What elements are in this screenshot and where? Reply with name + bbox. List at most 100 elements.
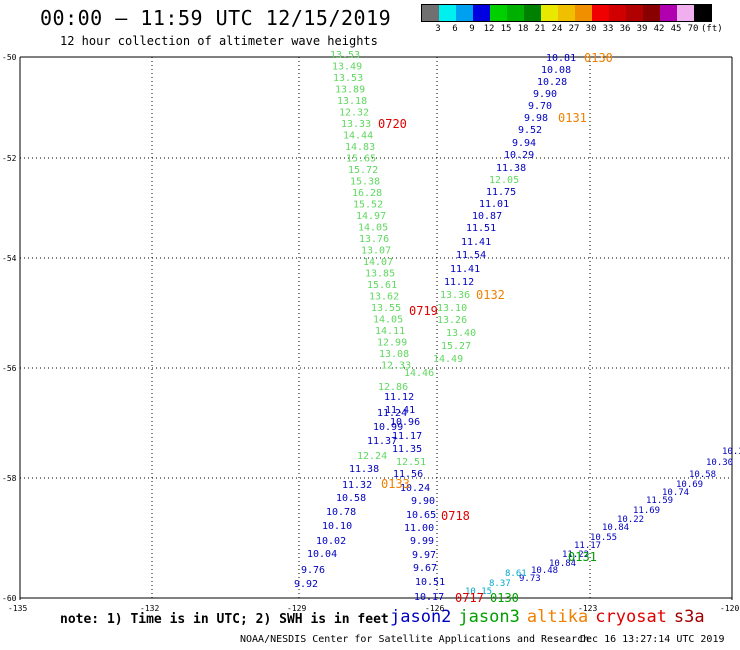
wave-height-label: 13.08 [379, 349, 409, 360]
lat-tick-label: -60 [2, 594, 17, 603]
wave-height-label: 10.99 [373, 422, 403, 433]
wave-height-label: 10.28 [537, 77, 567, 88]
satellite-cryosat: cryosat [595, 607, 667, 627]
wave-height-label: 10.69 [676, 480, 703, 490]
wave-height-label: 13.53 [330, 50, 360, 61]
lat-tick-label: -50 [2, 53, 17, 62]
wave-height-label: 14.07 [363, 257, 393, 268]
wave-height-label: 13.55 [371, 303, 401, 314]
wave-height-label: 13.76 [359, 234, 389, 245]
wave-height-label: 10.24 [400, 483, 430, 494]
wave-height-label: 10.3 [722, 447, 740, 457]
lat-tick-label: -56 [2, 364, 17, 373]
wave-height-label: 12.99 [377, 338, 407, 349]
page-subtitle: 12 hour collection of altimeter wave hei… [60, 34, 378, 48]
satellite-s3a: s3a [673, 607, 705, 627]
wave-height-label: 10.10 [322, 521, 352, 532]
legend-swatch [524, 5, 541, 21]
legend-swatch [422, 5, 439, 21]
wave-height-label: 14.83 [345, 142, 375, 153]
wave-height-label: 10.02 [316, 536, 346, 547]
wave-height-label: 10.22 [617, 515, 644, 525]
legend-label: 33 [602, 24, 614, 34]
legend-swatch [643, 5, 660, 21]
wave-height-label: 13.10 [437, 303, 467, 314]
wave-height-label: 11.00 [404, 523, 434, 534]
legend-label: 30 [585, 24, 597, 34]
lat-tick-label: -54 [2, 254, 17, 263]
wave-height-label: 11.38 [496, 163, 526, 174]
wave-height-label: 10.48 [531, 566, 558, 576]
wave-height-label: 10.58 [689, 470, 716, 480]
wave-height-label: 10.81 [546, 53, 576, 64]
wave-height-label: 10.65 [406, 510, 436, 521]
wave-height-label: 11.22 [562, 550, 589, 560]
wave-height-label: 9.98 [524, 113, 548, 124]
wave-height-label: 9.90 [411, 496, 435, 507]
wave-height-label: 9.70 [528, 101, 552, 112]
pass-time-label: 0133 [381, 477, 410, 491]
wave-height-label: 11.32 [342, 480, 372, 491]
footer-note: note: 1) Time is in UTC; 2) SWH is in fe… [60, 612, 389, 627]
wave-height-label: 11.59 [646, 496, 673, 506]
legend-label: 18 [517, 24, 529, 34]
wave-height-label: 11.69 [633, 506, 660, 516]
wave-height-label: 14.97 [356, 211, 386, 222]
wave-height-label: 9.92 [294, 579, 318, 590]
wave-height-label: 14.46 [404, 368, 434, 379]
legend-swatch [592, 5, 609, 21]
wave-height-label: 10.87 [472, 211, 502, 222]
wave-height-label: 11.01 [479, 199, 509, 210]
legend-label: 45 [670, 24, 682, 34]
legend-swatch [575, 5, 592, 21]
lat-tick-label: -58 [2, 474, 17, 483]
pass-time-label: 0131 [568, 550, 597, 564]
wave-height-label: 13.33 [341, 119, 371, 130]
legend-label: 42 [653, 24, 665, 34]
wave-height-label: 13.85 [365, 269, 395, 280]
wave-height-label: 11.41 [461, 237, 491, 248]
wave-height-label: 10.51 [415, 577, 445, 588]
wave-height-label: 8.37 [489, 579, 511, 589]
wave-height-label: 11.38 [349, 464, 379, 475]
wave-height-label: 10.17 [414, 592, 444, 603]
wave-height-label: 14.44 [343, 131, 373, 142]
wave-height-label: 9.99 [410, 536, 434, 547]
pass-time-label: 0130 [584, 51, 613, 65]
wave-height-label: 14.49 [433, 354, 463, 365]
legend-labels: (ft) 3 6 9 12 15 18 21 24 27 30 33 36 39 42 45 70 [421, 22, 722, 36]
wave-height-label: 10.08 [541, 65, 571, 76]
legend-swatch [541, 5, 558, 21]
wave-height-label: 12.24 [357, 451, 387, 462]
pass-time-label: 0720 [378, 117, 407, 131]
legend-swatches [421, 4, 712, 22]
wave-height-label: 15.72 [348, 165, 378, 176]
wave-height-label: 9.90 [533, 89, 557, 100]
wave-height-label: 12.33 [381, 361, 411, 372]
legend-swatch [677, 5, 694, 21]
wave-height-label: 9.97 [412, 550, 436, 561]
wave-height-label: 15.65 [346, 154, 376, 165]
lon-tick-label: -123 [578, 604, 597, 613]
legend-label: 15 [500, 24, 512, 34]
lon-tick-label: -129 [287, 604, 306, 613]
wave-height-label: 11.35 [392, 444, 422, 455]
wave-height-label: 11.37 [367, 436, 397, 447]
wave-height-label: 15.38 [350, 177, 380, 188]
wave-height-label: 11.12 [384, 392, 414, 403]
wave-height-label: 11.12 [444, 277, 474, 288]
wave-height-label: 12.51 [396, 457, 426, 468]
wave-height-label: 9.73 [519, 574, 541, 584]
wave-height-label: 12.86 [378, 382, 408, 393]
color-legend: (ft) 3 6 9 12 15 18 21 24 27 30 33 36 39 42 45 70 [421, 4, 723, 36]
wave-height-label: 15.61 [367, 280, 397, 291]
legend-swatch [473, 5, 490, 21]
wave-height-label: 10.58 [336, 493, 366, 504]
wave-height-label: 14.05 [358, 223, 388, 234]
wave-height-label: 11.56 [393, 469, 423, 480]
wave-height-label: 10.84 [602, 523, 629, 533]
wave-height-label: 10.15 [465, 587, 492, 597]
legend-label: 9 [469, 24, 475, 34]
pass-time-label: 0719 [409, 304, 438, 318]
wave-height-label: 11.51 [466, 223, 496, 234]
